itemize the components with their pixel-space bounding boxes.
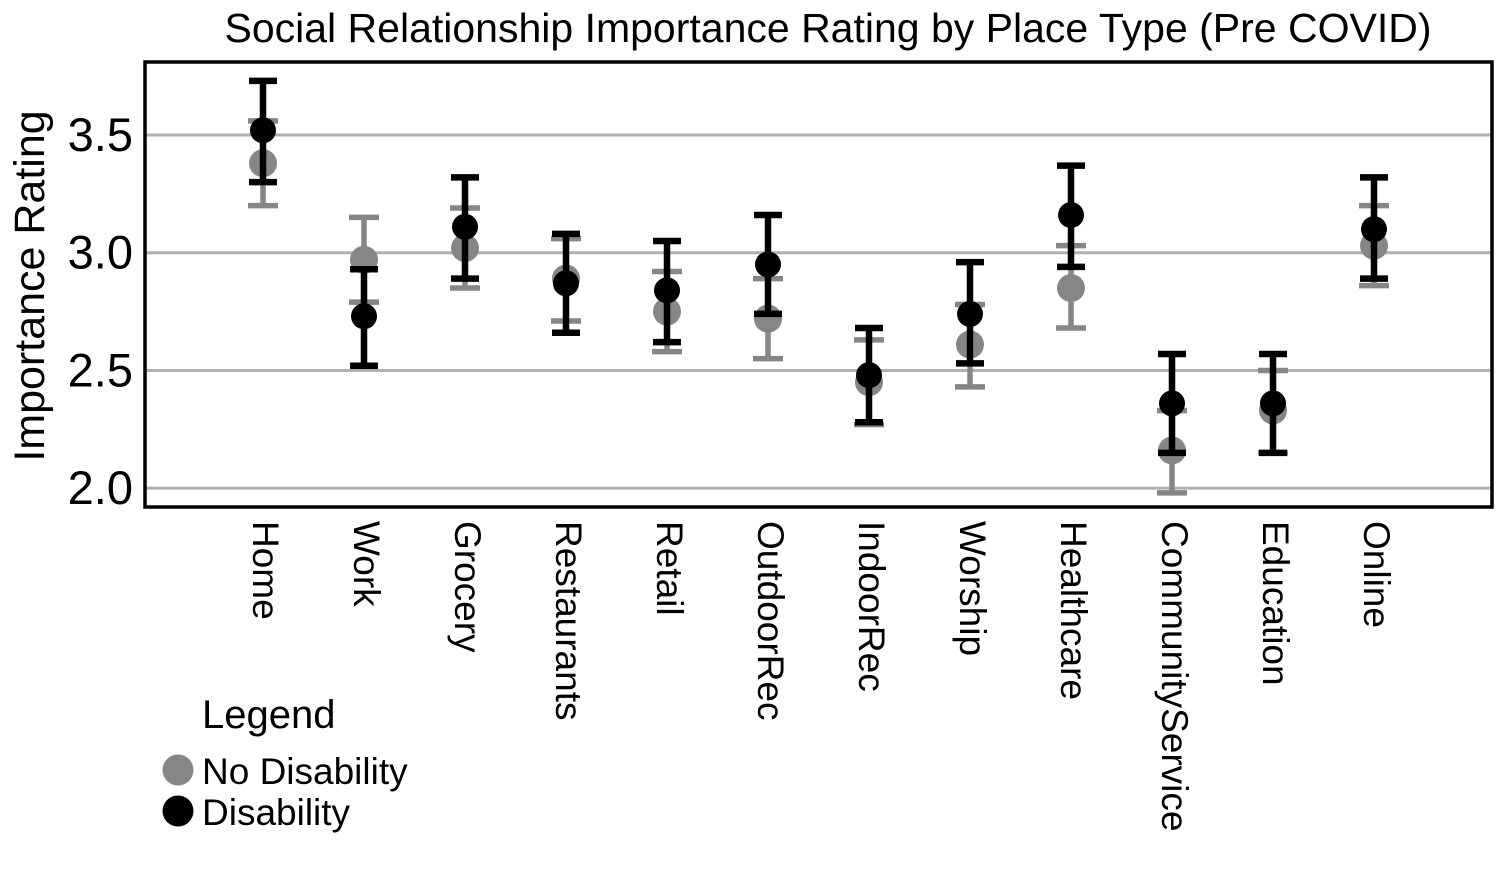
chart-title: Social Relationship Importance Rating by… [224, 5, 1431, 51]
x-tick-label: Retail [649, 521, 690, 616]
legend-label-disability: Disability [202, 792, 351, 833]
data-point-disability [250, 117, 276, 144]
x-tick-label: Grocery [447, 521, 488, 653]
legend: Legend No Disability Disability [162, 693, 408, 833]
x-tick-label: Restaurants [548, 521, 589, 721]
data-point-disability [351, 303, 377, 330]
data-point-disability [654, 277, 680, 304]
x-tick-label: Home [245, 521, 286, 620]
legend-marker-no-disability-icon [162, 754, 194, 786]
x-tick-label: OutdoorRec [750, 521, 791, 721]
y-tick-label: 3.0 [68, 226, 133, 279]
data-point-disability [452, 213, 478, 240]
plot-frame [143, 60, 1494, 509]
data-point-disability [1260, 390, 1286, 417]
data-point-disability [1361, 216, 1387, 243]
y-tick-label: 2.5 [68, 343, 133, 396]
y-tick-label: 2.0 [68, 461, 133, 514]
x-tick-label: Education [1255, 521, 1296, 686]
data-point-disability [1159, 390, 1185, 417]
x-tick-label: Worship [952, 521, 993, 656]
legend-title: Legend [202, 693, 335, 737]
legend-marker-disability-icon [162, 795, 194, 827]
data-point-disability [856, 362, 882, 389]
x-tick-label: CommunityService [1154, 521, 1195, 831]
data-point-disability [755, 251, 781, 278]
data-point-no-disability [1057, 274, 1085, 303]
y-tick-label: 3.5 [68, 108, 133, 161]
plot-area: 3.5 3.0 2.5 2.0 Home Work Grocery Restaurants Re… [68, 60, 1494, 831]
x-tick-label: Healthcare [1053, 521, 1094, 700]
x-tick-label: Online [1356, 521, 1397, 628]
x-tick-label: IndoorRec [851, 521, 892, 692]
data-point-disability [957, 300, 983, 327]
data-point-disability [553, 270, 579, 297]
legend-label-no-disability: No Disability [202, 751, 408, 792]
data-point-disability [1058, 202, 1084, 229]
x-tick-label: Work [346, 521, 387, 607]
y-axis-label: Importance Rating [6, 110, 54, 461]
